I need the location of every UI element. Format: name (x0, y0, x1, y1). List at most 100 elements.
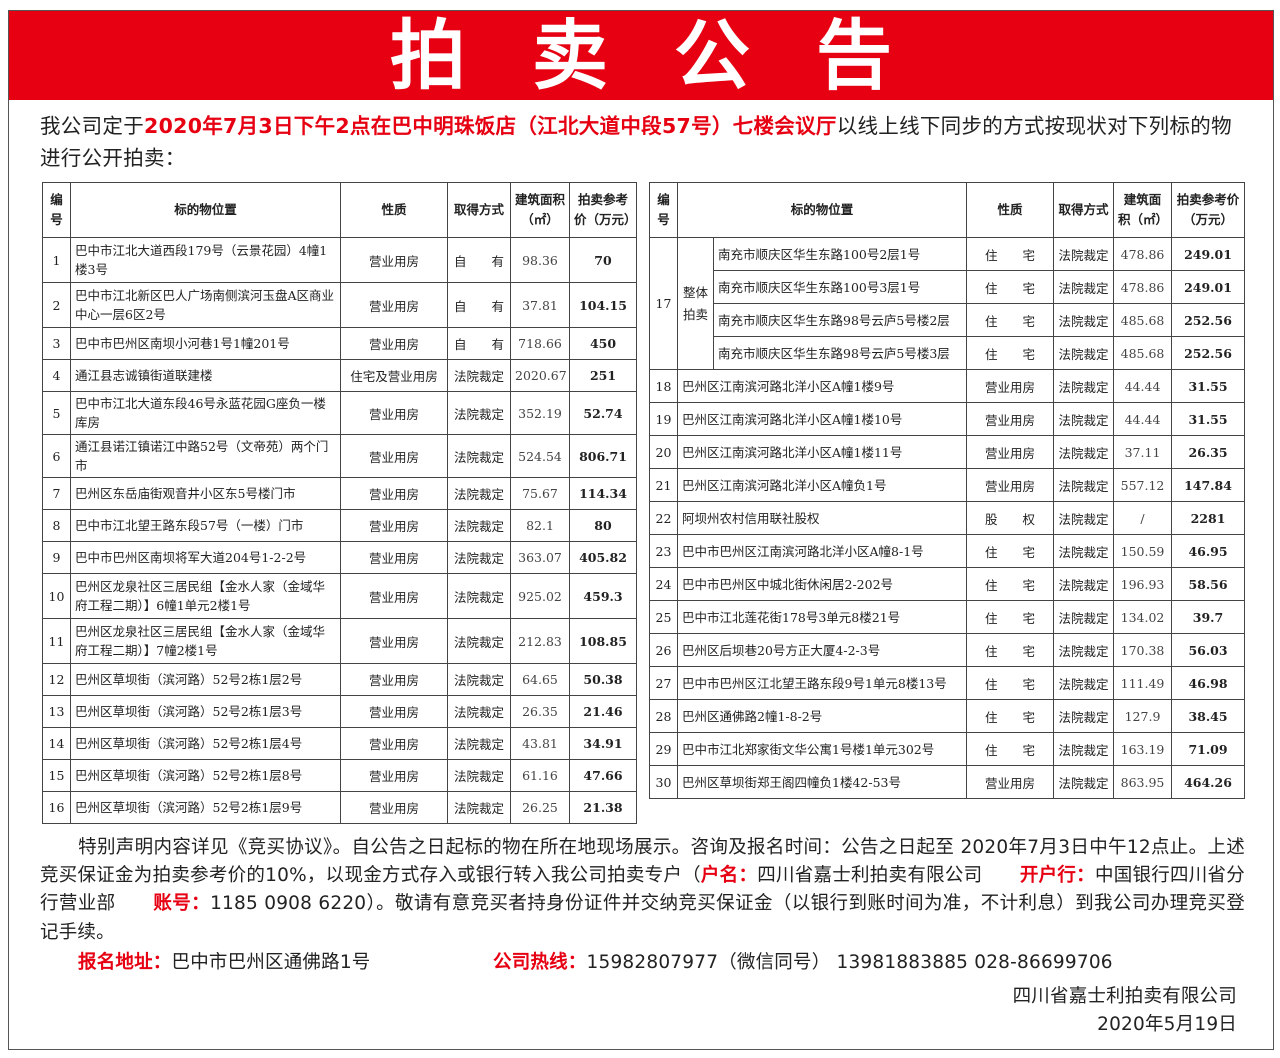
building-area: 363.07 (510, 541, 570, 574)
item-nature: 住 宅 (966, 336, 1055, 370)
acquisition-method: 法院裁定 (1053, 534, 1115, 568)
row-number: 20 (649, 435, 678, 469)
acquisition-method: 法院裁定 (1053, 336, 1115, 370)
row-number: 21 (649, 468, 678, 502)
row-number: 28 (649, 699, 678, 733)
item-location: 巴中市江北望王路东段57号（一楼）门市 (70, 509, 341, 542)
acquisition-method: 法院裁定 (1053, 237, 1115, 271)
company-name: 四川省嘉士利拍卖有限公司 (1012, 985, 1237, 1007)
building-area: 75.67 (510, 477, 570, 510)
acquisition-method: 法院裁定 (1053, 501, 1115, 535)
item-location: 巴中市江北大道东段46号永蓝花园G座负一楼库房 (70, 391, 341, 435)
row-number: 24 (649, 567, 678, 601)
item-location: 通江县诺江镇诺江中路52号（文帝苑）两个门市 (70, 434, 341, 478)
row-number: 10 (42, 573, 71, 619)
building-area: 557.12 (1113, 468, 1173, 502)
item-location: 巴州区江南滨河路北洋小区A幢1楼11号 (676, 435, 968, 469)
reference-price: 47.66 (569, 759, 637, 792)
reference-price: 405.82 (569, 541, 637, 574)
notice-title: 拍卖公告 (390, 11, 958, 100)
row-number: 1 (42, 237, 71, 283)
acquisition-method: 法院裁定 (1053, 468, 1115, 502)
table-row: 28 巴州区通佛路2幢1-8-2号住 宅法院裁定 127.9 38.45 (649, 699, 1246, 733)
item-location: 巴州区东岳庙街观音井小区东5号楼门市 (70, 477, 341, 510)
item-location: 巴州区草坝街（滨河路）52号2栋1层8号 (70, 759, 341, 792)
acquisition-method: 法院裁定 (447, 391, 511, 435)
reference-price: 70 (569, 237, 637, 283)
building-area: 37.11 (1113, 435, 1173, 469)
item-location: 巴州区龙泉社区三居民组【金水人家（金域华府工程二期）】6幢1单元2楼1号 (70, 573, 341, 619)
table-row: 南充市顺庆区华生东路98号云庐5号楼3层住 宅法院裁定 485.68 252.56 (650, 336, 1246, 370)
item-location: 巴州区草坝街（滨河路）52号2栋1层4号 (70, 727, 341, 760)
row-number: 8 (42, 509, 71, 542)
item-nature: 住 宅 (966, 567, 1055, 601)
header-area: 建筑面积（㎡） (1113, 182, 1173, 238)
acquisition-method: 自 有 (447, 237, 511, 283)
header-price: 拍卖参考价（万元） (1171, 182, 1246, 238)
acquisition-method: 法院裁定 (1053, 567, 1115, 601)
reference-price: 52.74 (569, 391, 637, 435)
reference-price: 249.01 (1171, 270, 1246, 304)
acquisition-method: 自 有 (447, 282, 511, 328)
row-number: 5 (42, 391, 71, 435)
item-nature: 住 宅 (966, 666, 1055, 700)
item-location: 巴州区江南滨河路北洋小区A幢负1号 (676, 468, 968, 502)
acquisition-method: 法院裁定 (1053, 435, 1115, 469)
item-location: 巴中市江北大道西段179号（云景花园）4幢1楼3号 (70, 237, 341, 283)
acquisition-method: 法院裁定 (447, 791, 511, 824)
tables-area: 编号 标的物位置 性质 取得方式 建筑面积（㎡） 拍卖参考价（万元） 1 巴中市江… (42, 182, 1273, 824)
item-nature: 营业用房 (340, 727, 448, 760)
item-nature: 营业用房 (966, 402, 1055, 436)
reference-price: 80 (569, 509, 637, 542)
terms-text: 特别声明内容详见《竞买协议》。自公告之日起标的物在所在地现场展示。咨询及报名时间… (40, 837, 1245, 887)
building-area: 485.68 (1113, 336, 1173, 370)
item-nature: 住 宅 (966, 633, 1055, 667)
item-location: 巴州区通佛路2幢1-8-2号 (676, 699, 968, 733)
item-location: 阿坝州农村信用联社股权 (676, 501, 968, 535)
table-row: 2 巴中市江北新区巴人广场南侧滨河玉盘A区商业中心一层6区2号 营业用房自 有 37.… (42, 282, 637, 328)
row-number: 9 (42, 541, 71, 574)
acquisition-method: 法院裁定 (1053, 633, 1115, 667)
header-nature: 性质 (966, 182, 1055, 238)
table-row: 15 巴州区草坝街（滨河路）52号2栋1层8号 营业用房 法院裁定 61.16 47.66 (42, 759, 637, 792)
item-nature: 营业用房 (966, 468, 1055, 502)
building-area: 64.65 (510, 663, 570, 696)
table-row: 11 巴州区龙泉社区三居民组【金水人家（金域华府工程二期）】7幢2楼1号 营业用房法… (42, 618, 637, 664)
acquisition-method: 法院裁定 (1053, 765, 1115, 799)
item-nature: 营业用房 (340, 791, 448, 824)
building-area: 163.19 (1113, 732, 1173, 766)
row-number: 6 (42, 434, 71, 478)
building-area: 98.36 (510, 237, 570, 283)
building-area: 134.02 (1113, 600, 1173, 634)
row-number: 15 (42, 759, 71, 792)
item-location: 通江县志诚镇街道联建楼 (70, 359, 341, 392)
acquisition-method: 法院裁定 (1053, 303, 1115, 337)
acquisition-method: 自 有 (447, 327, 511, 360)
building-area: 478.86 (1113, 270, 1173, 304)
reference-price: 31.55 (1171, 369, 1246, 403)
reference-price: 252.56 (1171, 303, 1246, 337)
table-row: 13 巴州区草坝街（滨河路）52号2栋1层3号 营业用房 法院裁定 26.35 21.46 (42, 695, 637, 728)
acquisition-method: 法院裁定 (447, 663, 511, 696)
reference-price: 56.03 (1171, 633, 1246, 667)
table-row: 10 巴州区龙泉社区三居民组【金水人家（金域华府工程二期）】6幢1单元2楼1号 营业… (42, 573, 637, 619)
acquisition-method: 法院裁定 (447, 434, 511, 478)
table-row: 16 巴州区草坝街（滨河路）52号2栋1层9号 营业用房 法院裁定 26.25 21.38 (42, 791, 637, 824)
acquisition-method: 法院裁定 (1053, 600, 1115, 634)
reference-price: 71.09 (1171, 732, 1246, 766)
intro-paragraph: 我公司定于2020年7月3日下午2点在巴中明珠饭店（江北大道中段57号）七楼会议… (40, 110, 1250, 174)
table-row: 8 巴中市江北望王路东段57号（一楼）门市 营业用房 法院裁定 82.1 80 (42, 509, 637, 542)
row-number: 30 (649, 765, 678, 799)
item-location: 巴中市巴州区南坝小河巷1号1幢201号 (70, 327, 341, 360)
terms-paragraph: 特别声明内容详见《竞买协议》。自公告之日起标的物在所在地现场展示。咨询及报名时间… (40, 834, 1245, 947)
table-row: 17 整体拍卖 南充市顺庆区华生东路100号2层1号住 宅法院裁定 478.86 249… (649, 237, 1246, 370)
item-nature: 营业用房 (340, 327, 448, 360)
reference-price: 252.56 (1171, 336, 1246, 370)
reference-price: 50.38 (569, 663, 637, 696)
building-area: 212.83 (510, 618, 570, 664)
acquisition-method: 法院裁定 (447, 618, 511, 664)
building-area: 44.44 (1113, 402, 1173, 436)
acquisition-method: 法院裁定 (1053, 666, 1115, 700)
auction-time-place: 2020年7月3日下午2点在巴中明珠饭店（江北大道中段57号）七楼会议厅 (144, 114, 837, 138)
acquisition-method: 法院裁定 (1053, 369, 1115, 403)
